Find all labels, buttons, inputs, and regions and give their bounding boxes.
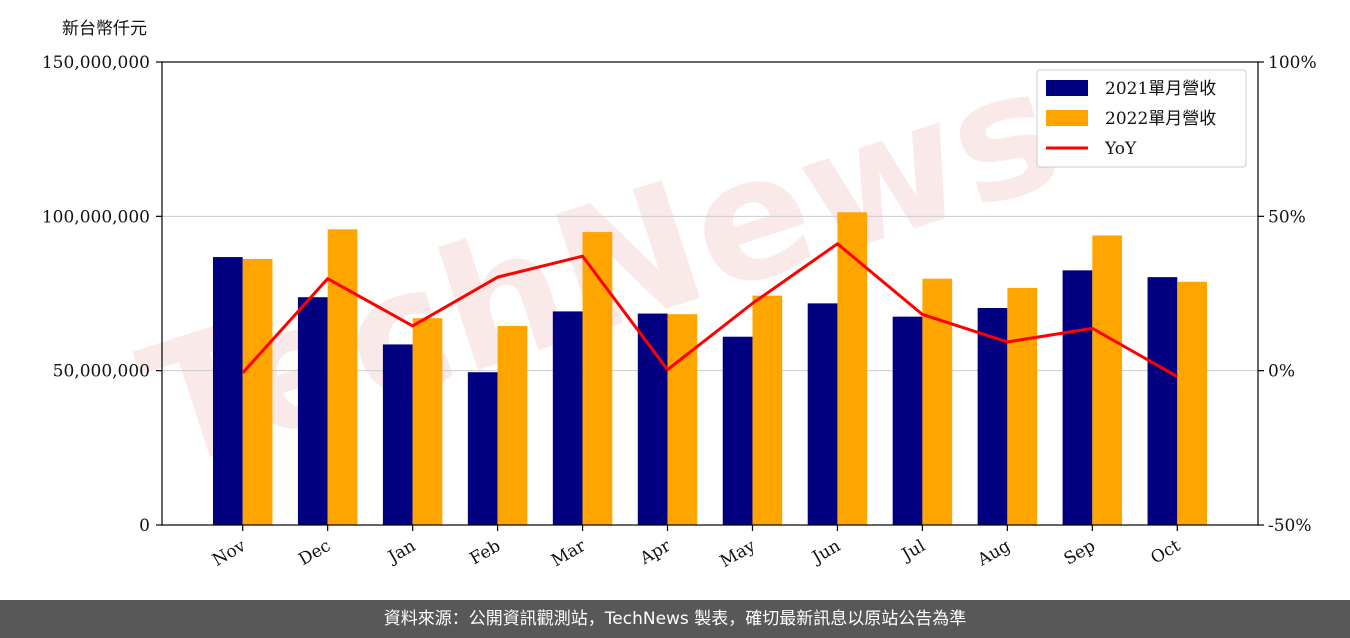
x-tick-label-feb: Feb <box>467 536 505 569</box>
x-tick-label-may: May <box>717 536 760 572</box>
x-tick-label-dec: Dec <box>295 536 334 570</box>
x-tick-label-mar: Mar <box>548 536 590 572</box>
bar-2021-jun <box>807 303 838 525</box>
yoy-line <box>241 242 1179 378</box>
bar-2022-oct <box>1177 281 1208 525</box>
chart: TechNews 050,000,000100,000,000150,000,0… <box>42 28 1317 572</box>
right-tick-label: -50% <box>1268 516 1312 536</box>
legend-box <box>1036 69 1247 168</box>
legend: 2021單月營收 2022單月營收 YoY <box>1036 69 1247 168</box>
bar-2021-aug <box>977 308 1008 525</box>
bar-2021-sep <box>1062 270 1093 525</box>
x-tick-label-oct: Oct <box>1148 536 1184 569</box>
x-tick-label-jul: Jul <box>897 536 929 566</box>
left-tick-label: 100,000,000 <box>42 207 150 227</box>
footer-source-note: 資料來源：公開資訊觀測站，TechNews 製表，確切最新訊息以原站公告為準 <box>0 600 1350 638</box>
bar-2021-jul <box>892 316 923 525</box>
x-tick-label-sep: Sep <box>1061 536 1099 570</box>
bar-2022-dec <box>327 229 358 525</box>
right-tick-label: 0% <box>1268 362 1295 382</box>
right-tick-label: 50% <box>1268 207 1306 227</box>
bar-2021-apr <box>637 313 668 525</box>
x-tick-label-jun: Jun <box>807 536 844 569</box>
y-axis-unit-label: 新台幣仟元 <box>62 19 147 39</box>
bar-2021-feb <box>467 372 498 525</box>
bar-2022-apr <box>667 314 698 525</box>
legend-label-3: YoY <box>1104 139 1137 159</box>
bar-2022-may <box>752 295 783 525</box>
bar-2021-nov <box>212 257 243 525</box>
bar-2021-mar <box>552 311 583 525</box>
bar-2022-jun <box>837 212 868 525</box>
legend-label-1: 2021單月營收 <box>1105 79 1216 99</box>
left-tick-label: 150,000,000 <box>42 53 150 73</box>
bar-2021-dec <box>297 297 328 525</box>
left-tick-label: 0 <box>139 516 150 536</box>
yoy-line-layer <box>241 242 1179 378</box>
right-tick-label: 100% <box>1268 53 1317 73</box>
left-tick-label: 50,000,000 <box>53 362 150 382</box>
bar-2022-aug <box>1007 287 1038 525</box>
bar-2022-mar <box>582 232 613 526</box>
legend-swatch-1 <box>1046 80 1088 96</box>
x-tick-label-aug: Aug <box>973 536 1014 571</box>
bar-2022-jan <box>412 318 443 525</box>
bar-2022-nov <box>242 258 273 525</box>
x-tick-label-jan: Jan <box>383 536 419 568</box>
bar-2021-may <box>722 336 753 525</box>
bar-2021-oct <box>1147 277 1178 525</box>
bar-2022-sep <box>1092 235 1123 525</box>
x-tick-label-nov: Nov <box>209 536 249 571</box>
legend-swatch-2 <box>1046 110 1088 126</box>
legend-label-2: 2022單月營收 <box>1105 109 1216 129</box>
plot-frame <box>161 61 1259 526</box>
bar-2022-feb <box>497 325 528 525</box>
bar-2021-jan <box>382 344 413 525</box>
x-tick-label-apr: Apr <box>636 536 675 570</box>
